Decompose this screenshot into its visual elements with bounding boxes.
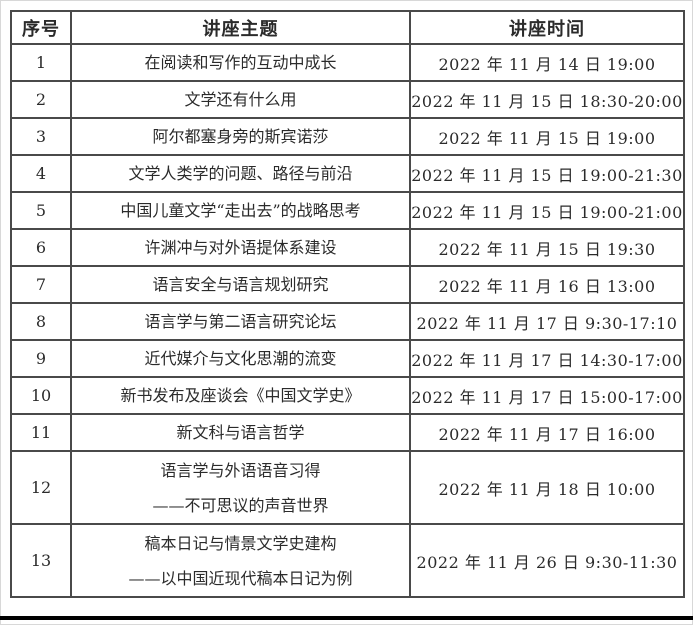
topic-line: 近代媒介与文化思潮的流变 [144,349,337,368]
cell-time: 2022 年 11 月 18 日 10:00 [409,450,685,525]
table-row: 13 稿本日记与情景文学史建构 ——以中国近现代稿本日记为例 2022 年 11 月 … [10,523,685,598]
table-row: 4 文学人类学的问题、路径与前沿 2022 年 11 月 15 日 19:00-21… [10,154,685,193]
cell-time: 2022 年 11 月 15 日 19:30 [409,228,685,267]
table-row: 9 近代媒介与文化思潮的流变 2022 年 11 月 17 日 14:30-17:0… [10,339,685,378]
cell-no: 10 [10,376,72,415]
topic-line: 中国儿童文学“走出去”的战略思考 [120,201,361,220]
table-header-row: 序号 讲座主题 讲座时间 [10,10,685,45]
cell-no: 13 [10,523,72,598]
page-bottom-rule [0,616,693,620]
cell-topic: 新文科与语言哲学 [70,413,411,452]
table-row: 10 新书发布及座谈会《中国文学史》 2022 年 11 月 17 日 15:00-… [10,376,685,415]
lecture-schedule-table: 序号 讲座主题 讲座时间 1 在阅读和写作的互动中成长 2022 年 11 月 14… [10,10,685,598]
cell-topic: 文学还有什么用 [70,80,411,119]
cell-topic: 中国儿童文学“走出去”的战略思考 [70,191,411,230]
topic-line: 新书发布及座谈会《中国文学史》 [120,386,361,405]
cell-no: 8 [10,302,72,341]
table-row: 1 在阅读和写作的互动中成长 2022 年 11 月 14 日 19:00 [10,43,685,82]
cell-no: 6 [10,228,72,267]
topic-line: 新文科与语言哲学 [176,423,305,442]
cell-no: 3 [10,117,72,156]
table-row: 2 文学还有什么用 2022 年 11 月 15 日 18:30-20:00 [10,80,685,119]
cell-topic: 文学人类学的问题、路径与前沿 [70,154,411,193]
cell-time: 2022 年 11 月 15 日 19:00 [409,117,685,156]
cell-topic: 在阅读和写作的互动中成长 [70,43,411,82]
cell-topic: 语言学与外语语音习得 ——不可思议的声音世界 [70,450,411,525]
topic-line: ——以中国近现代稿本日记为例 [128,568,353,588]
cell-no: 1 [10,43,72,82]
column-header-topic: 讲座主题 [70,10,411,45]
cell-time: 2022 年 11 月 26 日 9:30-11:30 [409,523,685,598]
cell-time: 2022 年 11 月 15 日 18:30-20:00 [409,80,685,119]
cell-time: 2022 年 11 月 15 日 19:00-21:30 [409,154,685,193]
cell-topic: 许渊冲与对外语提体系建设 [70,228,411,267]
topic-line: 在阅读和写作的互动中成长 [144,53,337,72]
table-row: 11 新文科与语言哲学 2022 年 11 月 17 日 16:00 [10,413,685,452]
cell-time: 2022 年 11 月 17 日 16:00 [409,413,685,452]
topic-line: 语言学与外语语音习得 [160,460,321,480]
cell-topic: 稿本日记与情景文学史建构 ——以中国近现代稿本日记为例 [70,523,411,598]
cell-no: 7 [10,265,72,304]
cell-topic: 近代媒介与文化思潮的流变 [70,339,411,378]
cell-topic: 语言安全与语言规划研究 [70,265,411,304]
cell-time: 2022 年 11 月 17 日 15:00-17:00 [409,376,685,415]
cell-time: 2022 年 11 月 17 日 14:30-17:00 [409,339,685,378]
topic-line: 语言学与第二语言研究论坛 [144,312,337,331]
cell-topic: 新书发布及座谈会《中国文学史》 [70,376,411,415]
topic-line: ——不可思议的声音世界 [152,495,329,515]
cell-no: 2 [10,80,72,119]
topic-line: 语言安全与语言规划研究 [152,275,329,294]
cell-topic: 阿尔都塞身旁的斯宾诺莎 [70,117,411,156]
cell-no: 12 [10,450,72,525]
topic-line: 文学人类学的问题、路径与前沿 [128,164,353,183]
cell-time: 2022 年 11 月 17 日 9:30-17:10 [409,302,685,341]
table-row: 12 语言学与外语语音习得 ——不可思议的声音世界 2022 年 11 月 18 日 … [10,450,685,525]
cell-no: 5 [10,191,72,230]
cell-time: 2022 年 11 月 16 日 13:00 [409,265,685,304]
table-row: 5 中国儿童文学“走出去”的战略思考 2022 年 11 月 15 日 19:00-… [10,191,685,230]
topic-line: 文学还有什么用 [184,90,297,109]
column-header-time: 讲座时间 [409,10,685,45]
cell-no: 11 [10,413,72,452]
cell-topic: 语言学与第二语言研究论坛 [70,302,411,341]
topic-line: 阿尔都塞身旁的斯宾诺莎 [152,127,329,146]
cell-time: 2022 年 11 月 15 日 19:00-21:00 [409,191,685,230]
topic-line: 许渊冲与对外语提体系建设 [144,238,337,257]
column-header-no: 序号 [10,10,72,45]
topic-line: 稿本日记与情景文学史建构 [144,533,337,553]
cell-no: 4 [10,154,72,193]
table-row: 3 阿尔都塞身旁的斯宾诺莎 2022 年 11 月 15 日 19:00 [10,117,685,156]
table-body: 1 在阅读和写作的互动中成长 2022 年 11 月 14 日 19:00 2 文学还有… [10,43,685,598]
table-row: 7 语言安全与语言规划研究 2022 年 11 月 16 日 13:00 [10,265,685,304]
cell-no: 9 [10,339,72,378]
cell-time: 2022 年 11 月 14 日 19:00 [409,43,685,82]
table-row: 8 语言学与第二语言研究论坛 2022 年 11 月 17 日 9:30-17:10 [10,302,685,341]
table-row: 6 许渊冲与对外语提体系建设 2022 年 11 月 15 日 19:30 [10,228,685,267]
